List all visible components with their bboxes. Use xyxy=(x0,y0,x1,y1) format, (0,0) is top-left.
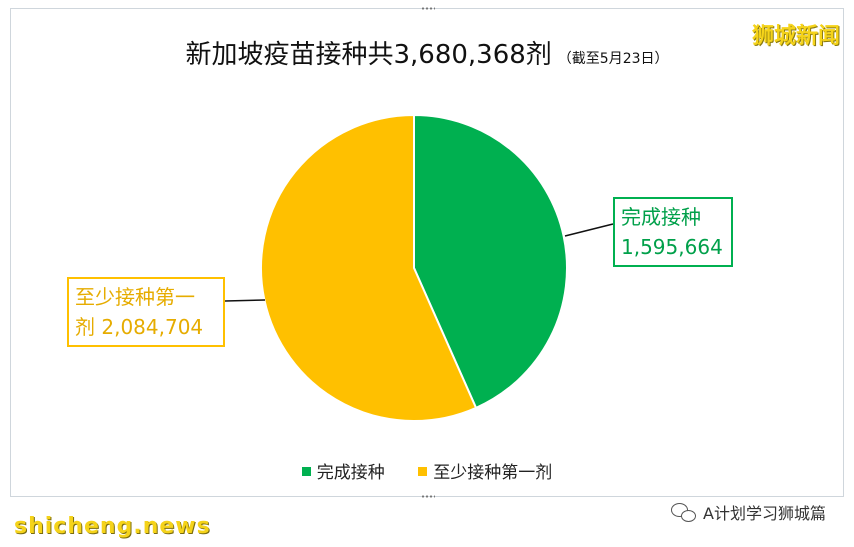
legend-label-first-dose: 至少接种第一剂 xyxy=(433,463,553,483)
chart-title: 新加坡疫苗接种共3,680,368剂 （截至5月23日） xyxy=(0,34,854,71)
legend-item-complete: 完成接种 xyxy=(301,458,385,483)
site-watermark: shicheng.news xyxy=(14,514,211,539)
data-label-first-dose-name: 至少接种第一 xyxy=(75,285,195,309)
brand-watermark: 狮城新闻 xyxy=(751,24,840,49)
data-label-first-dose: 至少接种第一 剂 2,084,704 xyxy=(67,277,225,347)
title-subtitle: （截至5月23日） xyxy=(557,51,669,67)
legend-swatch-complete xyxy=(301,466,311,476)
data-label-complete: 完成接种 1,595,664 xyxy=(613,197,733,267)
resize-handle-top[interactable] xyxy=(421,6,435,11)
title-main: 新加坡疫苗接种共3,680,368剂 xyxy=(185,40,552,70)
legend-item-first-dose: 至少接种第一剂 xyxy=(418,458,552,483)
data-label-complete-value: 1,595,664 xyxy=(621,235,723,259)
resize-handle-bottom[interactable] xyxy=(421,494,435,499)
legend-swatch-first-dose xyxy=(418,466,428,476)
pie-slice-complete xyxy=(413,113,568,410)
leader-line-green xyxy=(564,223,614,237)
wechat-account: A计划学习狮城篇 xyxy=(671,500,826,524)
wechat-icon xyxy=(671,502,697,522)
leader-line-yellow xyxy=(224,299,266,302)
data-label-first-dose-value: 剂 2,084,704 xyxy=(75,315,204,339)
legend-label-complete: 完成接种 xyxy=(316,463,385,483)
data-label-complete-name: 完成接种 xyxy=(621,205,701,229)
wechat-account-name: A计划学习狮城篇 xyxy=(703,504,826,523)
legend: 完成接种 至少接种第一剂 xyxy=(0,458,854,483)
